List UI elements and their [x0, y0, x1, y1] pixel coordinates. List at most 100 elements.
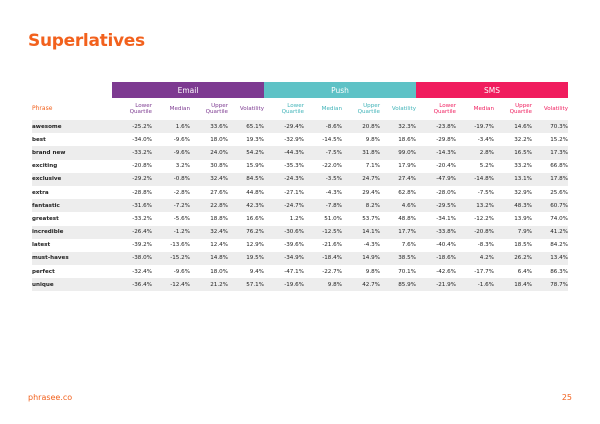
- value-cell: -44.3%: [264, 146, 304, 160]
- value-cell: -27.1%: [284, 189, 304, 196]
- value-cell: -18.4%: [304, 251, 342, 266]
- value-cell: -5.6%: [173, 215, 190, 222]
- value-cell: 13.4%: [532, 251, 568, 266]
- value-cell: -12.4%: [152, 278, 190, 292]
- table-row: must-haves -38.0% -15.2% 14.8% 19.5% -34.9% -1…: [32, 251, 568, 266]
- value-cell: -29.8%: [436, 136, 456, 143]
- value-cell: -9.6%: [173, 268, 190, 275]
- group-header-push: Push: [264, 82, 416, 98]
- value-cell: 7.6%: [401, 242, 416, 249]
- value-cell: 18.6%: [398, 136, 416, 143]
- value-cell: 18.0%: [210, 136, 228, 143]
- value-cell: -20.8%: [132, 163, 152, 170]
- footer-brand: phrasee.co: [28, 393, 73, 402]
- phrase-cell: exclusive: [32, 172, 112, 186]
- value-cell: 42.7%: [342, 278, 380, 292]
- phrase-cell: fantastic: [32, 199, 112, 213]
- value-cell: -21.6%: [322, 242, 342, 249]
- value-cell: 12.4%: [210, 242, 228, 249]
- value-cell: 51.0%: [324, 215, 342, 222]
- phrase-cell: must-haves: [32, 251, 112, 266]
- value-cell: -14.8%: [456, 172, 494, 186]
- value-cell: -26.4%: [112, 225, 152, 239]
- value-cell: 18.0%: [210, 268, 228, 275]
- value-cell: 9.8%: [365, 136, 380, 143]
- value-cell: -35.3%: [284, 163, 304, 170]
- value-cell: 25.6%: [550, 189, 568, 196]
- value-cell: -40.4%: [436, 242, 456, 249]
- value-cell: -39.6%: [284, 242, 304, 249]
- value-cell: 21.2%: [190, 278, 228, 292]
- value-cell: 70.1%: [398, 268, 416, 275]
- value-cell: 84.5%: [228, 172, 264, 186]
- group-header-sms: SMS: [416, 82, 568, 98]
- value-cell: -9.6%: [173, 136, 190, 143]
- value-cell: 53.7%: [362, 215, 380, 222]
- value-cell: 29.4%: [362, 189, 380, 196]
- value-cell: 15.2%: [550, 136, 568, 143]
- table-row: unique -36.4% -12.4% 21.2% 57.1% -19.6% 9.8% 42…: [32, 278, 568, 292]
- table-row: latest -39.2% -13.6% 12.4% 12.9% -39.6% -21.6%…: [32, 239, 568, 252]
- value-cell: 5.2%: [479, 163, 494, 170]
- value-cell: -38.0%: [112, 251, 152, 266]
- value-cell: -30.6%: [264, 225, 304, 239]
- column-header-sms-upper-quartile: Upper Quartile: [509, 102, 532, 116]
- value-cell: -4.3%: [363, 242, 380, 249]
- value-cell: 44.8%: [246, 189, 264, 196]
- group-header-email: Email: [112, 82, 264, 98]
- value-cell: -33.2%: [132, 215, 152, 222]
- phrase-cell: awesome: [32, 120, 112, 134]
- value-cell: 84.2%: [550, 242, 568, 249]
- value-cell: -29.4%: [264, 120, 304, 134]
- column-header-sms-median: Median: [473, 105, 494, 112]
- table-row: extra -28.8% -2.8% 27.6% 44.8% -27.1% -4.3% 29.…: [32, 186, 568, 199]
- value-cell: 18.5%: [514, 242, 532, 249]
- column-header-email-lower-quartile: Lower Quartile: [129, 102, 152, 116]
- table-row: best -34.0% -9.6% 18.0% 19.3% -32.9% -14.5% 9.8…: [32, 133, 568, 146]
- value-cell: 19.3%: [246, 136, 264, 143]
- value-cell: -15.2%: [152, 251, 190, 266]
- value-cell: 70.3%: [532, 120, 568, 134]
- value-cell: -42.6%: [436, 268, 456, 275]
- value-cell: 17.8%: [532, 172, 568, 186]
- value-cell: 17.7%: [380, 225, 416, 239]
- value-cell: 14.9%: [342, 251, 380, 266]
- table-row: exciting -20.8% 3.2% 30.8% 15.9% -35.3% -22.0%…: [32, 160, 568, 173]
- value-cell: 24.7%: [342, 172, 380, 186]
- value-cell: -29.2%: [112, 172, 152, 186]
- value-cell: 60.7%: [532, 199, 568, 213]
- value-cell: 16.5%: [494, 146, 532, 160]
- phrase-cell: extra: [32, 189, 49, 196]
- value-cell: 27.6%: [210, 189, 228, 196]
- value-cell: 57.1%: [228, 278, 264, 292]
- page-number: 25: [561, 393, 572, 402]
- value-cell: 18.8%: [210, 215, 228, 222]
- value-cell: 62.8%: [398, 189, 416, 196]
- value-cell: 32.2%: [514, 136, 532, 143]
- value-cell: -7.2%: [152, 199, 190, 213]
- value-cell: 18.4%: [494, 278, 532, 292]
- column-header-sms-lower-quartile: Lower Quartile: [433, 102, 456, 116]
- value-cell: -39.2%: [132, 242, 152, 249]
- value-cell: -25.2%: [112, 120, 152, 134]
- page-title: Superlatives: [28, 31, 145, 51]
- group-header-blank: [32, 82, 112, 98]
- table-body: awesome -25.2% 1.6% 33.6% 65.1% -29.4% -8.6% 20…: [32, 120, 568, 292]
- value-cell: -7.5%: [304, 146, 342, 160]
- value-cell: -47.9%: [416, 172, 456, 186]
- value-cell: -22.0%: [322, 163, 342, 170]
- value-cell: 30.8%: [210, 163, 228, 170]
- value-cell: 13.9%: [514, 215, 532, 222]
- value-cell: -24.7%: [264, 199, 304, 213]
- value-cell: 24.0%: [190, 146, 228, 160]
- value-cell: -9.6%: [152, 146, 190, 160]
- column-header-push-median: Median: [321, 105, 342, 112]
- phrase-cell: exciting: [32, 163, 58, 170]
- value-cell: -20.4%: [436, 163, 456, 170]
- column-header-push-volatility: Volatility: [391, 105, 416, 112]
- value-cell: 76.2%: [228, 225, 264, 239]
- value-cell: 9.8%: [304, 278, 342, 292]
- value-cell: -22.7%: [322, 268, 342, 275]
- value-cell: 38.5%: [380, 251, 416, 266]
- value-cell: -12.2%: [474, 215, 494, 222]
